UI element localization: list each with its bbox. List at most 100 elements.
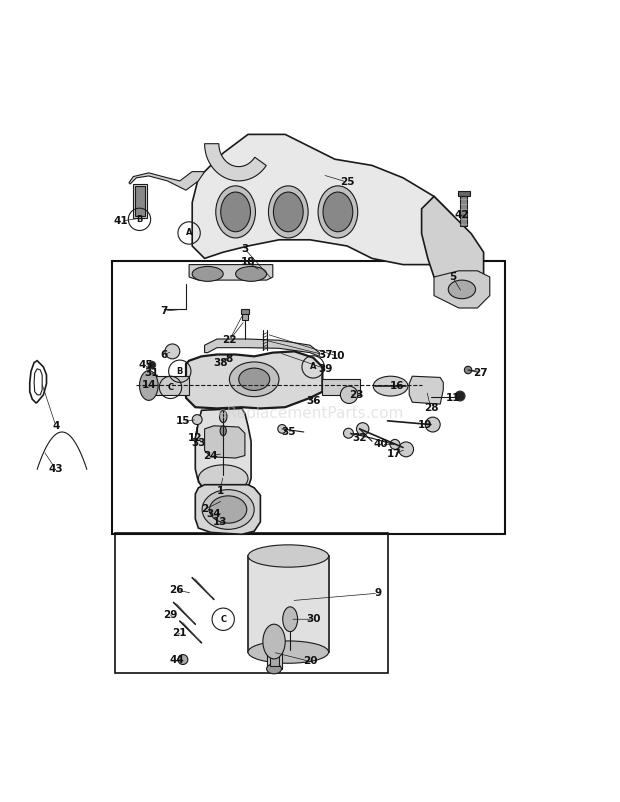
Ellipse shape: [236, 266, 267, 282]
Text: 31: 31: [144, 368, 159, 378]
Ellipse shape: [198, 465, 248, 492]
Ellipse shape: [239, 368, 270, 391]
Text: 42: 42: [454, 210, 469, 220]
Text: 15: 15: [175, 416, 190, 427]
Text: A: A: [186, 229, 192, 237]
Ellipse shape: [192, 266, 223, 282]
Text: 22: 22: [222, 335, 237, 345]
Text: 2: 2: [201, 504, 208, 515]
Ellipse shape: [220, 426, 226, 435]
Circle shape: [455, 391, 465, 401]
Circle shape: [464, 367, 472, 374]
Text: 45: 45: [138, 360, 153, 370]
Ellipse shape: [248, 641, 329, 663]
Ellipse shape: [323, 192, 353, 232]
Text: 19: 19: [417, 419, 432, 430]
Text: 38: 38: [213, 358, 228, 367]
Bar: [115, 533, 388, 673]
Text: 26: 26: [169, 585, 184, 595]
Bar: [241, 310, 249, 314]
Ellipse shape: [219, 411, 227, 423]
Text: 33: 33: [191, 438, 206, 448]
Text: 5: 5: [449, 272, 456, 282]
Bar: [460, 196, 467, 225]
Ellipse shape: [318, 186, 358, 238]
Polygon shape: [205, 339, 319, 356]
Text: 37: 37: [318, 350, 333, 360]
Text: 7: 7: [161, 306, 168, 316]
Text: 43: 43: [48, 464, 63, 474]
Text: 14: 14: [141, 380, 156, 391]
Ellipse shape: [268, 186, 308, 238]
Text: 10: 10: [330, 351, 345, 362]
Text: 8: 8: [226, 354, 233, 364]
Text: 16: 16: [389, 381, 404, 391]
Polygon shape: [129, 172, 205, 190]
Text: 28: 28: [423, 403, 438, 414]
Bar: [458, 192, 470, 196]
Text: 17: 17: [386, 448, 401, 459]
Polygon shape: [192, 135, 465, 265]
Circle shape: [390, 439, 400, 449]
Text: B: B: [177, 367, 183, 376]
Text: 25: 25: [340, 177, 355, 187]
Text: 6: 6: [161, 350, 168, 359]
Ellipse shape: [263, 624, 285, 659]
Text: 35: 35: [281, 427, 296, 437]
Circle shape: [356, 423, 369, 435]
Text: 11: 11: [445, 393, 460, 403]
Text: C: C: [220, 615, 226, 624]
Polygon shape: [409, 376, 443, 404]
Text: 1: 1: [216, 486, 224, 496]
Text: C: C: [167, 383, 174, 392]
Text: 41: 41: [113, 217, 128, 226]
Polygon shape: [422, 196, 484, 296]
Ellipse shape: [229, 362, 279, 397]
Text: 13: 13: [213, 517, 228, 527]
Polygon shape: [186, 351, 322, 408]
Circle shape: [148, 362, 156, 369]
Bar: [322, 379, 360, 395]
Circle shape: [340, 386, 358, 403]
Polygon shape: [189, 265, 273, 280]
Ellipse shape: [221, 192, 250, 232]
Circle shape: [178, 654, 188, 665]
Text: A: A: [310, 363, 316, 371]
Text: 3: 3: [241, 244, 249, 254]
Ellipse shape: [373, 376, 408, 396]
Text: 18: 18: [241, 257, 255, 267]
Bar: [267, 634, 282, 669]
Bar: [270, 640, 279, 666]
Ellipse shape: [140, 371, 158, 400]
Polygon shape: [434, 271, 490, 308]
Ellipse shape: [216, 186, 255, 238]
Circle shape: [278, 424, 286, 433]
Text: 30: 30: [306, 614, 321, 624]
Text: 27: 27: [473, 368, 488, 378]
Bar: [248, 556, 329, 652]
Text: 40: 40: [374, 439, 389, 449]
Text: 12: 12: [188, 433, 203, 444]
Circle shape: [399, 442, 414, 457]
Polygon shape: [205, 426, 245, 458]
Ellipse shape: [267, 664, 281, 674]
Text: 29: 29: [163, 610, 178, 620]
Polygon shape: [205, 144, 266, 181]
Text: 24: 24: [203, 451, 218, 460]
Text: 23: 23: [349, 390, 364, 400]
Text: 39: 39: [318, 364, 333, 374]
Ellipse shape: [273, 192, 303, 232]
Bar: [149, 376, 189, 395]
Text: eReplacementParts.com: eReplacementParts.com: [217, 406, 403, 421]
Bar: [133, 184, 147, 218]
Text: 4: 4: [52, 421, 60, 431]
Polygon shape: [195, 484, 260, 534]
Text: B: B: [136, 215, 143, 224]
Circle shape: [192, 415, 202, 424]
Circle shape: [425, 417, 440, 432]
Text: 36: 36: [306, 396, 321, 406]
Ellipse shape: [202, 490, 254, 529]
Ellipse shape: [248, 545, 329, 567]
Text: 9: 9: [374, 588, 382, 598]
Circle shape: [165, 344, 180, 358]
